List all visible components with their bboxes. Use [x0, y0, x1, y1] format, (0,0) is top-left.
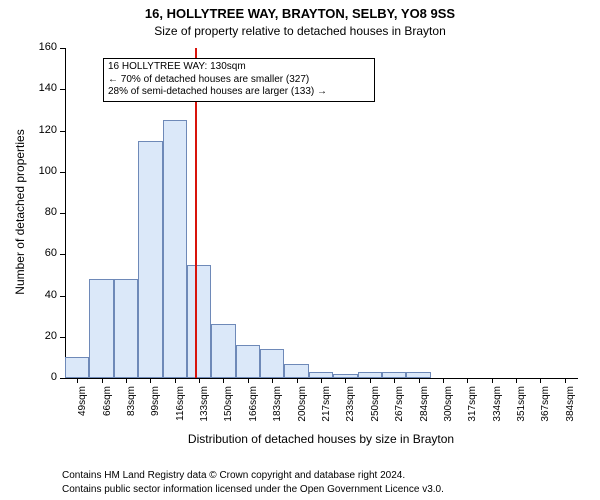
x-tick-label: 384sqm — [565, 386, 576, 436]
chart-subtitle: Size of property relative to detached ho… — [0, 24, 600, 38]
x-tick — [126, 378, 127, 383]
x-tick — [394, 378, 395, 383]
x-tick-label: 49sqm — [77, 386, 88, 436]
histogram-bar — [236, 345, 260, 378]
x-tick — [150, 378, 151, 383]
x-tick — [419, 378, 420, 383]
x-tick-label: 150sqm — [223, 386, 234, 436]
x-tick-label: 367sqm — [540, 386, 551, 436]
annotation-line: 16 HOLLYTREE WAY: 130sqm — [108, 61, 370, 74]
y-tick-label: 20 — [0, 330, 57, 342]
x-tick — [345, 378, 346, 383]
x-tick-label: 166sqm — [248, 386, 259, 436]
x-tick — [102, 378, 103, 383]
y-tick — [60, 172, 65, 173]
x-tick-label: 200sqm — [297, 386, 308, 436]
histogram-bar — [65, 357, 89, 378]
x-tick-label: 317sqm — [467, 386, 478, 436]
histogram-bar — [138, 141, 162, 378]
histogram-bar — [260, 349, 284, 378]
histogram-bar — [358, 372, 382, 378]
x-tick — [321, 378, 322, 383]
x-tick-label: 267sqm — [394, 386, 405, 436]
annotation-box: 16 HOLLYTREE WAY: 130sqm← 70% of detache… — [103, 58, 375, 102]
y-tick — [60, 131, 65, 132]
x-tick-label: 133sqm — [199, 386, 210, 436]
x-tick — [199, 378, 200, 383]
histogram-bar — [333, 374, 357, 378]
x-tick — [77, 378, 78, 383]
y-tick — [60, 48, 65, 49]
x-tick — [540, 378, 541, 383]
y-tick-label: 80 — [0, 206, 57, 218]
histogram-bar — [284, 364, 308, 378]
x-tick-label: 116sqm — [175, 386, 186, 436]
x-tick — [272, 378, 273, 383]
x-tick — [370, 378, 371, 383]
x-tick — [223, 378, 224, 383]
histogram-bar — [89, 279, 113, 378]
histogram-bar — [309, 372, 333, 378]
y-tick-label: 40 — [0, 289, 57, 301]
footer-line-1: Contains HM Land Registry data © Crown c… — [62, 470, 405, 481]
x-tick-label: 300sqm — [443, 386, 454, 436]
y-axis-label: Number of detached properties — [13, 47, 27, 377]
histogram-bar — [163, 120, 187, 378]
y-tick — [60, 89, 65, 90]
x-tick — [516, 378, 517, 383]
x-tick-label: 83sqm — [126, 386, 137, 436]
y-tick — [60, 213, 65, 214]
x-tick-label: 334sqm — [492, 386, 503, 436]
x-tick-label: 250sqm — [370, 386, 381, 436]
histogram-bar — [187, 265, 211, 378]
y-tick — [60, 296, 65, 297]
y-tick-label: 100 — [0, 165, 57, 177]
histogram-bar — [382, 372, 406, 378]
histogram-bar — [406, 372, 430, 378]
x-tick — [467, 378, 468, 383]
y-tick — [60, 378, 65, 379]
x-tick-label: 183sqm — [272, 386, 283, 436]
x-tick-label: 351sqm — [516, 386, 527, 436]
histogram-bar — [211, 324, 235, 378]
histogram-bar — [114, 279, 138, 378]
annotation-line: 28% of semi-detached houses are larger (… — [108, 86, 370, 99]
y-tick-label: 0 — [0, 371, 57, 383]
x-tick-label: 217sqm — [321, 386, 332, 436]
footer-line-2: Contains public sector information licen… — [62, 484, 444, 495]
x-tick — [297, 378, 298, 383]
x-tick-label: 99sqm — [150, 386, 161, 436]
x-tick — [248, 378, 249, 383]
x-axis-label: Distribution of detached houses by size … — [65, 432, 577, 446]
y-tick-label: 120 — [0, 124, 57, 136]
y-tick-label: 60 — [0, 247, 57, 259]
x-tick-label: 233sqm — [345, 386, 356, 436]
x-tick — [175, 378, 176, 383]
chart-title: 16, HOLLYTREE WAY, BRAYTON, SELBY, YO8 9… — [0, 6, 600, 21]
annotation-line: ← 70% of detached houses are smaller (32… — [108, 74, 370, 87]
y-tick — [60, 337, 65, 338]
x-tick — [492, 378, 493, 383]
y-tick-label: 140 — [0, 82, 57, 94]
x-tick-label: 66sqm — [102, 386, 113, 436]
x-tick-label: 284sqm — [419, 386, 430, 436]
x-tick — [565, 378, 566, 383]
y-tick — [60, 254, 65, 255]
x-tick — [443, 378, 444, 383]
y-tick-label: 160 — [0, 41, 57, 53]
